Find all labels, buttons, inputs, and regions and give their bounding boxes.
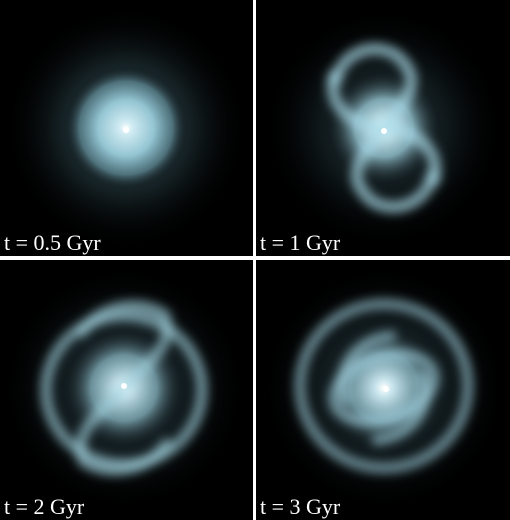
- galaxy-image-2-gyr: [2, 266, 246, 510]
- galaxy-image-3-gyr: [262, 266, 506, 510]
- galaxy-panel-0.5-gyr: t = 0.5 Gyr: [0, 0, 253, 256]
- panel-time-label: t = 0.5 Gyr: [4, 230, 101, 255]
- galaxy-image-1-gyr: [264, 8, 504, 248]
- galaxy-panel-3-gyr: t = 3 Gyr: [256, 260, 510, 520]
- panel-time-label: t = 2 Gyr: [4, 494, 85, 519]
- panel-time-label: t = 3 Gyr: [260, 494, 341, 519]
- galaxy-panel-1-gyr: t = 1 Gyr: [256, 0, 510, 256]
- galaxy-panel-2-gyr: t = 2 Gyr: [0, 260, 253, 520]
- panel-time-label: t = 1 Gyr: [260, 230, 341, 255]
- galaxy-image-0.5-gyr: [4, 6, 248, 250]
